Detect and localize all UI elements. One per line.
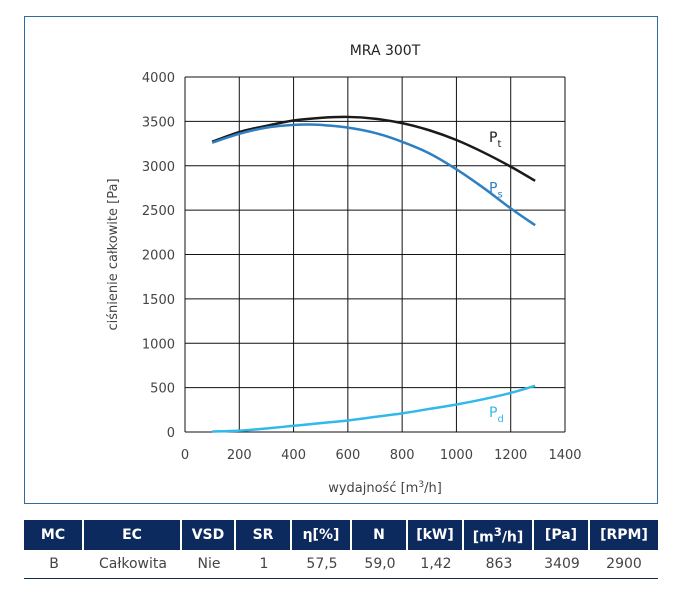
pt-label: Pt (489, 130, 501, 150)
chart-frame: 0 200 400 600 800 1000 1200 1400 0 500 1000 1500 200… (24, 16, 658, 504)
ps-curve (211, 123, 536, 227)
performance-chart: 0 200 400 600 800 1000 1200 1400 0 500 1000 1500 200… (106, 43, 582, 496)
col-header-sr: SR (236, 520, 292, 550)
cell-flow: 863 (464, 550, 534, 579)
col-header-efficiency: η[%] (292, 520, 352, 550)
table-header-row: MC EC VSD SR η[%] N [kW] [m3/h] [Pa] [RP… (24, 520, 658, 550)
x-tick-label: 1200 (494, 448, 527, 463)
cell-n: 59,0 (352, 550, 408, 579)
y-tick-label: 4000 (142, 71, 175, 86)
pd-curve (212, 384, 536, 433)
col-header-ec: EC (84, 520, 182, 550)
cell-sr: 1 (236, 550, 292, 579)
col-header-pa: [Pa] (534, 520, 590, 550)
y-tick-label: 2000 (142, 249, 175, 264)
cell-vsd: Nie (182, 550, 236, 579)
col-header-rpm: [RPM] (590, 520, 658, 550)
pd-label: Pd (489, 405, 504, 425)
x-tick-label: 0 (181, 448, 189, 463)
x-tick-label: 600 (335, 448, 360, 463)
col-header-kw: [kW] (408, 520, 464, 550)
x-tick-label: 800 (390, 448, 415, 463)
cell-mc: B (24, 550, 84, 579)
x-tick-label: 1400 (548, 448, 581, 463)
y-tick-label: 1500 (142, 293, 175, 308)
y-tick-label: 1000 (142, 337, 175, 352)
table-row: B Całkowita Nie 1 57,5 59,0 1,42 863 340… (24, 550, 658, 579)
ps-label: Ps (489, 180, 503, 200)
y-axis-title: ciśnienie całkowite [Pa] (106, 178, 121, 330)
x-tick-label: 200 (227, 448, 252, 463)
col-header-flow: [m3/h] (464, 520, 534, 550)
col-header-vsd: VSD (182, 520, 236, 550)
cell-rpm: 2900 (590, 550, 658, 579)
col-header-n: N (352, 520, 408, 550)
chart-title: MRA 300T (350, 43, 421, 59)
y-tick-label: 2500 (142, 204, 175, 219)
x-axis-title: wydajność [m3/h] (328, 480, 442, 496)
cell-pa: 3409 (534, 550, 590, 579)
y-tick-label: 3000 (142, 160, 175, 175)
cell-kw: 1,42 (408, 550, 464, 579)
spec-table: MC EC VSD SR η[%] N [kW] [m3/h] [Pa] [RP… (24, 520, 658, 579)
y-tick-label: 500 (150, 382, 175, 397)
y-tick-label: 0 (167, 426, 175, 441)
cell-efficiency: 57,5 (292, 550, 352, 579)
x-tick-label: 1000 (440, 448, 473, 463)
cell-ec: Całkowita (84, 550, 182, 579)
x-tick-label: 400 (281, 448, 306, 463)
y-tick-label: 3500 (142, 115, 175, 130)
pt-curve (211, 115, 536, 182)
col-header-mc: MC (24, 520, 84, 550)
